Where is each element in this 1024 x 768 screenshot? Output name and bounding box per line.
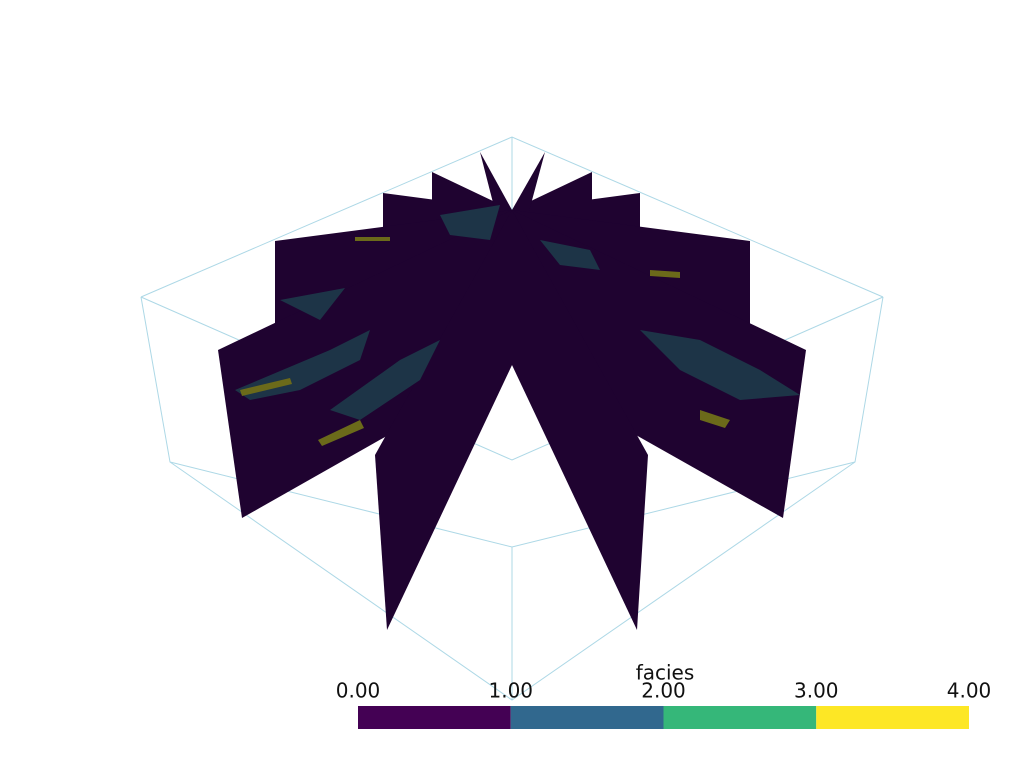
tick-label: 4.00 bbox=[947, 679, 992, 703]
tick-label: 3.00 bbox=[794, 679, 839, 703]
color-segment bbox=[510, 706, 664, 729]
scalar-bar: facies 0.00 1.00 2.00 3.00 4.00 bbox=[336, 661, 992, 729]
tick-label: 2.00 bbox=[641, 679, 686, 703]
color-segment bbox=[663, 706, 817, 729]
color-segment bbox=[816, 706, 969, 729]
tick-label: 0.00 bbox=[336, 679, 381, 703]
slices bbox=[218, 152, 806, 630]
color-segment bbox=[358, 706, 511, 729]
scalar-bar-title: facies bbox=[636, 661, 695, 685]
tick-label: 1.00 bbox=[488, 679, 533, 703]
